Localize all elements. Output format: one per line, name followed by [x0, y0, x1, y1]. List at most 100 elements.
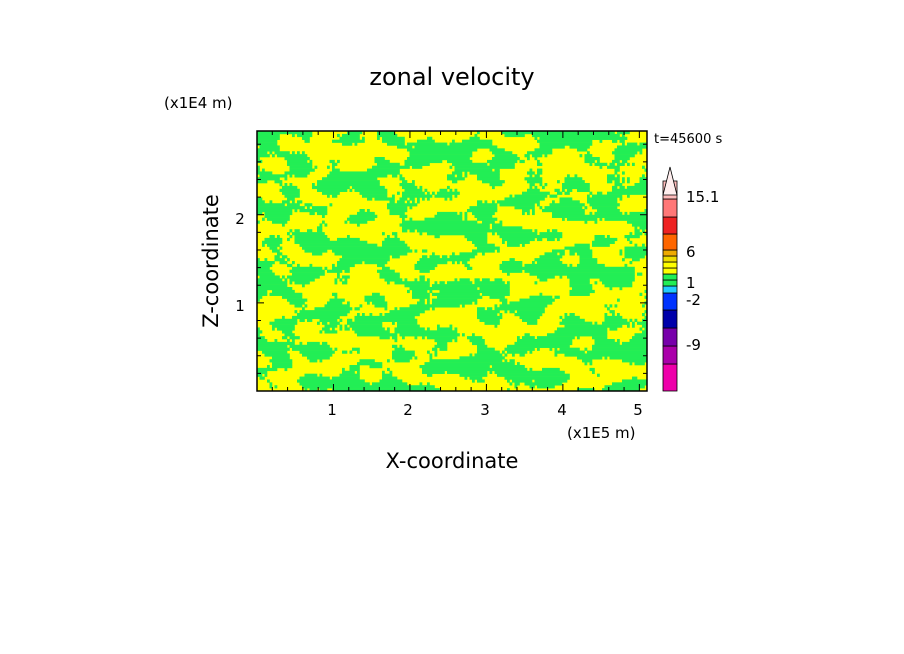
field-cell	[477, 310, 500, 314]
field-cell	[319, 223, 323, 227]
field-cell	[522, 336, 535, 340]
field-cell	[409, 229, 415, 233]
field-cell	[642, 313, 645, 317]
field-cell	[332, 266, 350, 270]
field-cell	[472, 211, 495, 216]
field-cell	[419, 278, 425, 282]
field-cell	[307, 229, 313, 233]
field-cell	[344, 327, 350, 331]
field-cell	[632, 376, 638, 380]
field-cell	[534, 229, 538, 233]
field-cell	[372, 292, 380, 296]
field-cell	[604, 315, 623, 320]
field-cell	[562, 318, 585, 322]
field-cell	[297, 151, 300, 155]
field-cell	[387, 367, 390, 372]
field-cell	[477, 217, 498, 221]
field-cell	[454, 188, 458, 192]
field-cell	[419, 298, 425, 302]
field-cell	[482, 220, 495, 224]
field-cell	[364, 295, 385, 299]
field-cell	[577, 356, 603, 360]
field-cell	[539, 145, 565, 149]
field-cell	[557, 180, 560, 184]
field-cell	[569, 263, 573, 268]
field-cell	[619, 197, 623, 201]
field-cell	[282, 295, 303, 299]
field-cell	[437, 324, 440, 328]
field-cell	[522, 211, 525, 216]
field-cell	[362, 313, 365, 317]
field-cell	[577, 188, 590, 192]
field-cell	[552, 249, 565, 253]
field-cell	[584, 157, 600, 161]
field-cell	[454, 165, 515, 169]
field-cell	[499, 263, 523, 268]
field-cell	[587, 151, 590, 155]
velocity-field	[257, 131, 647, 391]
field-cell	[282, 275, 285, 279]
colorbar	[662, 166, 678, 392]
field-cell	[297, 263, 300, 268]
field-cell	[542, 367, 560, 372]
field-cell	[457, 174, 463, 178]
field-cell	[477, 131, 480, 135]
field-cell	[607, 177, 620, 181]
field-cell	[312, 206, 328, 210]
field-cell	[504, 347, 535, 351]
field-cell	[617, 145, 647, 149]
field-cell	[257, 266, 270, 270]
field-cell	[469, 136, 480, 140]
field-cell	[297, 133, 313, 138]
field-cell	[529, 295, 553, 299]
field-cell	[334, 295, 338, 299]
field-cell	[417, 261, 448, 265]
field-cell	[602, 281, 633, 285]
field-cell	[499, 313, 503, 317]
field-cell	[477, 347, 495, 351]
field-cell	[437, 211, 458, 216]
field-cell	[629, 232, 633, 236]
field-cell	[539, 206, 543, 210]
field-cell	[287, 275, 320, 279]
field-cell	[294, 240, 368, 244]
field-cell	[257, 367, 278, 372]
field-cell	[402, 194, 433, 198]
field-cell	[392, 255, 400, 259]
field-cell	[477, 200, 483, 204]
field-cell	[289, 336, 300, 340]
field-cell	[472, 249, 495, 253]
field-cell	[559, 275, 563, 279]
field-cell	[644, 209, 647, 213]
field-cell	[327, 269, 343, 273]
field-cell	[607, 180, 613, 184]
field-cell	[457, 261, 460, 265]
field-cell	[504, 310, 508, 314]
field-cell	[434, 235, 440, 239]
field-cell	[642, 243, 645, 247]
field-cell	[292, 339, 295, 343]
field-cell	[274, 151, 290, 155]
field-cell	[272, 362, 293, 366]
field-cell	[469, 353, 473, 357]
field-cell	[604, 318, 628, 322]
field-cell	[439, 188, 448, 192]
field-cell	[282, 223, 285, 227]
field-cell	[392, 174, 398, 178]
field-cell	[394, 307, 398, 311]
field-cell	[594, 220, 598, 224]
field-cell	[547, 237, 555, 242]
field-cell	[319, 359, 323, 363]
field-cell	[282, 200, 290, 204]
field-cell	[507, 243, 520, 247]
field-cell	[352, 327, 385, 331]
colorbar-segment	[662, 292, 678, 311]
field-cell	[304, 388, 308, 391]
field-cell	[392, 321, 395, 325]
field-cell	[642, 304, 645, 308]
field-cell	[257, 220, 260, 224]
field-cell	[322, 191, 340, 195]
field-cell	[409, 197, 415, 201]
field-cell	[329, 203, 333, 207]
field-cell	[497, 232, 538, 236]
